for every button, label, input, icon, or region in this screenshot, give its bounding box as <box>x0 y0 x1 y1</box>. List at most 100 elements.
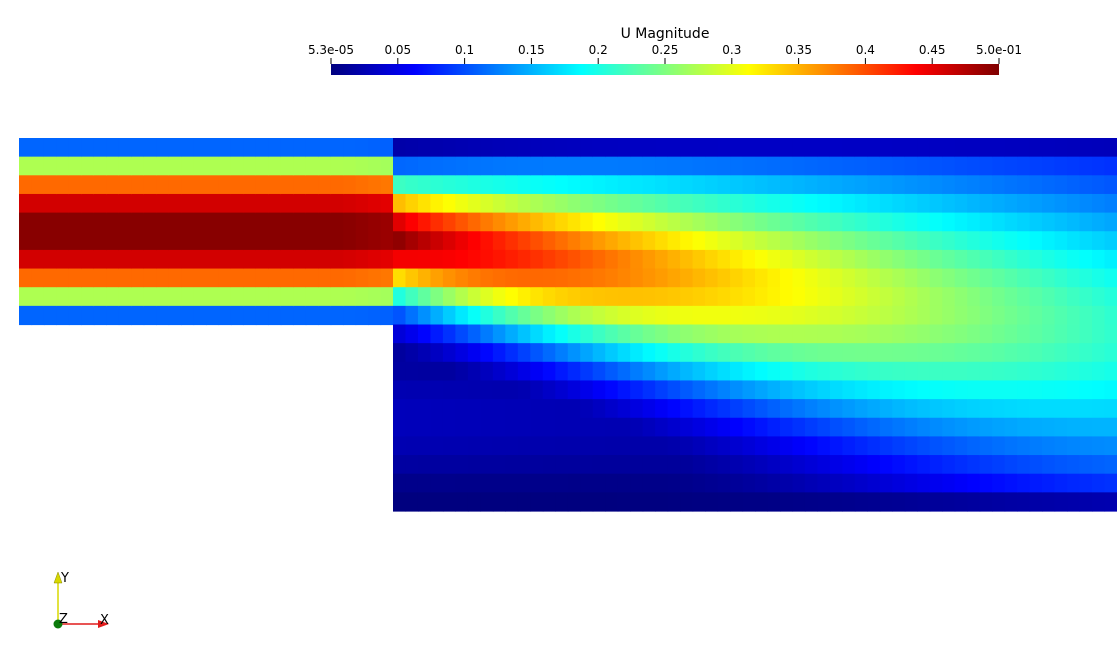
mesh-cell <box>467 305 481 326</box>
mesh-cell <box>318 212 332 232</box>
mesh-cell <box>81 249 95 270</box>
mesh-cell <box>1042 399 1056 419</box>
mesh-cell <box>81 193 95 214</box>
mesh-cell <box>505 231 519 251</box>
mesh-cell <box>655 231 669 251</box>
mesh-cell <box>755 231 769 251</box>
mesh-cell <box>730 343 744 363</box>
mesh-cell <box>280 175 294 195</box>
mesh-cell <box>368 287 382 307</box>
mesh-cell <box>917 193 931 214</box>
mesh-cell <box>330 193 344 214</box>
mesh-cell <box>705 138 719 158</box>
mesh-cell <box>755 492 769 512</box>
mesh-cell <box>580 473 594 493</box>
mesh-cell <box>268 268 282 288</box>
mesh-cell <box>954 492 968 512</box>
mesh-cell <box>455 436 469 456</box>
mesh-cell <box>929 193 943 214</box>
mesh-cell <box>717 399 731 419</box>
mesh-cell <box>979 361 993 382</box>
mesh-cell <box>293 212 307 232</box>
mesh-cell <box>630 156 644 176</box>
mesh-cell <box>580 249 594 270</box>
mesh-cell <box>1079 138 1093 158</box>
mesh-cell <box>605 212 619 232</box>
mesh-cell <box>68 175 82 195</box>
mesh-cell <box>193 287 207 307</box>
mesh-cell <box>393 380 407 400</box>
mesh-cell <box>430 473 444 493</box>
mesh-cell <box>19 193 33 214</box>
mesh-cell <box>1092 455 1106 475</box>
mesh-cell <box>1054 231 1068 251</box>
mesh-cell <box>817 492 831 512</box>
mesh-cell <box>143 287 157 307</box>
mesh-cell <box>230 193 244 214</box>
mesh-cell <box>517 156 531 176</box>
mesh-cell <box>1042 138 1056 158</box>
mesh-cell <box>430 138 444 158</box>
mesh-cell <box>742 473 756 493</box>
mesh-cell <box>280 156 294 176</box>
mesh-cell <box>43 249 57 270</box>
mesh-cell <box>106 287 120 307</box>
mesh-cell <box>842 287 856 307</box>
mesh-cell <box>517 399 531 419</box>
mesh-cell <box>792 231 806 251</box>
mesh-cell <box>879 175 893 195</box>
mesh-cell <box>555 380 569 400</box>
mesh-cell <box>717 492 731 512</box>
mesh-cell <box>393 231 407 251</box>
mesh-cell <box>143 138 157 158</box>
mesh-cell <box>829 231 843 251</box>
mesh-cell <box>156 231 170 251</box>
mesh-cell <box>555 436 569 456</box>
mesh-cell <box>580 492 594 512</box>
mesh-cell <box>181 212 195 232</box>
mesh-cell <box>1042 268 1056 288</box>
mesh-cell <box>954 212 968 232</box>
mesh-cell <box>1054 138 1068 158</box>
mesh-cell <box>1079 156 1093 176</box>
mesh-cell <box>393 156 407 176</box>
mesh-cell <box>867 361 881 382</box>
mesh-cell <box>642 212 656 232</box>
mesh-cell <box>430 156 444 176</box>
mesh-cell <box>592 305 606 326</box>
mesh-cell <box>867 212 881 232</box>
mesh-cell <box>717 361 731 382</box>
mesh-cell <box>1017 455 1031 475</box>
mesh-cell <box>1104 138 1117 158</box>
mesh-cell <box>804 436 819 456</box>
mesh-cell <box>517 380 531 400</box>
mesh-cell <box>68 268 82 288</box>
mesh-cell <box>430 417 444 437</box>
mesh-cell <box>417 455 432 475</box>
mesh-cell <box>280 138 294 158</box>
mesh-cell <box>879 417 893 437</box>
mesh-cell <box>480 492 494 512</box>
mesh-cell <box>181 249 195 270</box>
mesh-cell <box>580 193 594 214</box>
y-axis-label: Y <box>60 571 69 586</box>
mesh-cell <box>804 212 819 232</box>
mesh-cell <box>43 138 57 158</box>
mesh-cell <box>854 361 868 382</box>
mesh-cell <box>118 268 132 288</box>
mesh-cell <box>617 473 631 493</box>
mesh-cell <box>1092 324 1106 344</box>
color-legend: U Magnitude 5.3e-05 0.05 0.1 0.15 0.2 0.25 0.3… <box>308 26 1022 75</box>
mesh-cell <box>293 305 307 326</box>
mesh-cell <box>417 399 432 419</box>
mesh-cell <box>705 492 719 512</box>
mesh-cell <box>380 268 394 288</box>
mesh-cell <box>517 249 531 270</box>
mesh-cell <box>293 268 307 288</box>
mesh-cell <box>630 399 644 419</box>
mesh-cell <box>592 268 606 288</box>
mesh-cell <box>380 138 394 158</box>
mesh-cell <box>692 399 706 419</box>
mesh-cell <box>118 212 132 232</box>
